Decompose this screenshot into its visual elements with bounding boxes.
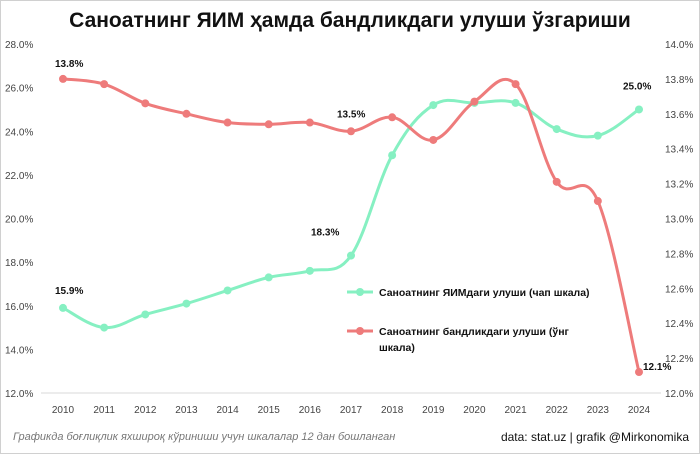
data-point bbox=[552, 177, 561, 186]
data-point bbox=[429, 101, 438, 110]
data-point bbox=[388, 113, 397, 122]
data-point bbox=[223, 286, 232, 295]
data-point bbox=[593, 197, 602, 206]
right-tick-label: 13.8% bbox=[665, 75, 693, 86]
right-tick-label: 12.6% bbox=[665, 284, 693, 295]
left-tick-label: 26.0% bbox=[5, 84, 33, 95]
right-tick-label: 12.2% bbox=[665, 354, 693, 365]
data-point bbox=[347, 127, 355, 136]
data-label: 18.3% bbox=[311, 228, 339, 239]
data-point bbox=[223, 118, 232, 127]
left-tick-label: 18.0% bbox=[5, 258, 33, 269]
data-point bbox=[511, 80, 520, 89]
x-tick-label: 2016 bbox=[299, 405, 322, 416]
data-label: 13.8% bbox=[55, 59, 83, 70]
x-tick-label: 2011 bbox=[93, 405, 115, 416]
data-point bbox=[429, 135, 438, 144]
right-tick-label: 14.0% bbox=[665, 40, 693, 51]
data-point bbox=[305, 266, 314, 275]
right-tick-label: 12.4% bbox=[665, 319, 693, 330]
x-tick-label: 2017 bbox=[340, 405, 363, 416]
footnote: Графикда боғлиқлик яхшироқ кўриниши учун… bbox=[13, 431, 396, 443]
left-tick-label: 22.0% bbox=[5, 171, 33, 182]
right-tick-label: 13.4% bbox=[665, 145, 693, 156]
x-tick-label: 2012 bbox=[134, 405, 157, 416]
left-tick-label: 28.0% bbox=[5, 40, 33, 51]
data-label: 25.0% bbox=[623, 81, 651, 92]
x-tick-label: 2014 bbox=[216, 405, 239, 416]
x-tick-label: 2024 bbox=[628, 405, 651, 416]
x-tick-label: 2015 bbox=[258, 405, 281, 416]
series-line-2 bbox=[62, 77, 641, 373]
right-tick-label: 13.6% bbox=[665, 110, 693, 121]
x-tick-label: 2020 bbox=[463, 405, 486, 416]
data-point bbox=[347, 251, 355, 260]
left-tick-label: 12.0% bbox=[5, 389, 33, 400]
data-point bbox=[264, 120, 273, 129]
data-point bbox=[141, 99, 150, 108]
data-point bbox=[141, 310, 150, 319]
series-line-1 bbox=[62, 98, 640, 330]
data-point bbox=[388, 151, 397, 160]
data-point bbox=[511, 98, 520, 107]
right-tick-label: 13.0% bbox=[665, 215, 693, 226]
data-point bbox=[59, 303, 67, 312]
left-tick-label: 16.0% bbox=[5, 302, 33, 313]
right-tick-label: 12.8% bbox=[665, 249, 693, 260]
source-credit: data: stat.uz | grafik @Mirkonomika bbox=[500, 430, 689, 444]
legend-swatch-marker bbox=[356, 327, 364, 335]
x-tick-label: 2010 bbox=[52, 405, 75, 416]
right-tick-label: 13.2% bbox=[665, 180, 693, 191]
data-point bbox=[635, 368, 643, 377]
data-point bbox=[305, 118, 314, 127]
data-point bbox=[59, 74, 67, 83]
x-tick-label: 2018 bbox=[381, 405, 404, 416]
left-tick-label: 14.0% bbox=[5, 345, 33, 356]
data-point bbox=[182, 109, 191, 118]
legend-label: Саноатнинг ЯИМдаги улуши (чап шкала) bbox=[379, 287, 590, 299]
data-label: 13.5% bbox=[337, 109, 365, 120]
x-tick-label: 2021 bbox=[504, 405, 527, 416]
data-point bbox=[264, 273, 273, 282]
data-point bbox=[593, 131, 602, 140]
data-label: 15.9% bbox=[55, 286, 83, 297]
x-tick-label: 2019 bbox=[422, 405, 445, 416]
data-point bbox=[470, 97, 479, 106]
data-point bbox=[100, 80, 109, 89]
data-point bbox=[635, 105, 643, 114]
left-tick-label: 20.0% bbox=[5, 215, 33, 226]
legend-swatch-marker bbox=[356, 288, 364, 296]
legend-label: Саноатнинг бандликдаги улуши (ўнг шкала) bbox=[379, 326, 570, 354]
data-label: 12.1% bbox=[643, 362, 671, 373]
chart-title: Саноатнинг ЯИМ ҳамда бандликдаги улуши ў… bbox=[69, 9, 631, 32]
right-tick-label: 12.0% bbox=[665, 389, 693, 400]
x-tick-label: 2022 bbox=[546, 405, 569, 416]
data-point bbox=[182, 299, 191, 308]
x-tick-label: 2023 bbox=[587, 405, 610, 416]
left-tick-label: 24.0% bbox=[5, 127, 33, 138]
data-point bbox=[100, 323, 109, 332]
x-tick-label: 2013 bbox=[175, 405, 198, 416]
data-point bbox=[552, 125, 561, 134]
